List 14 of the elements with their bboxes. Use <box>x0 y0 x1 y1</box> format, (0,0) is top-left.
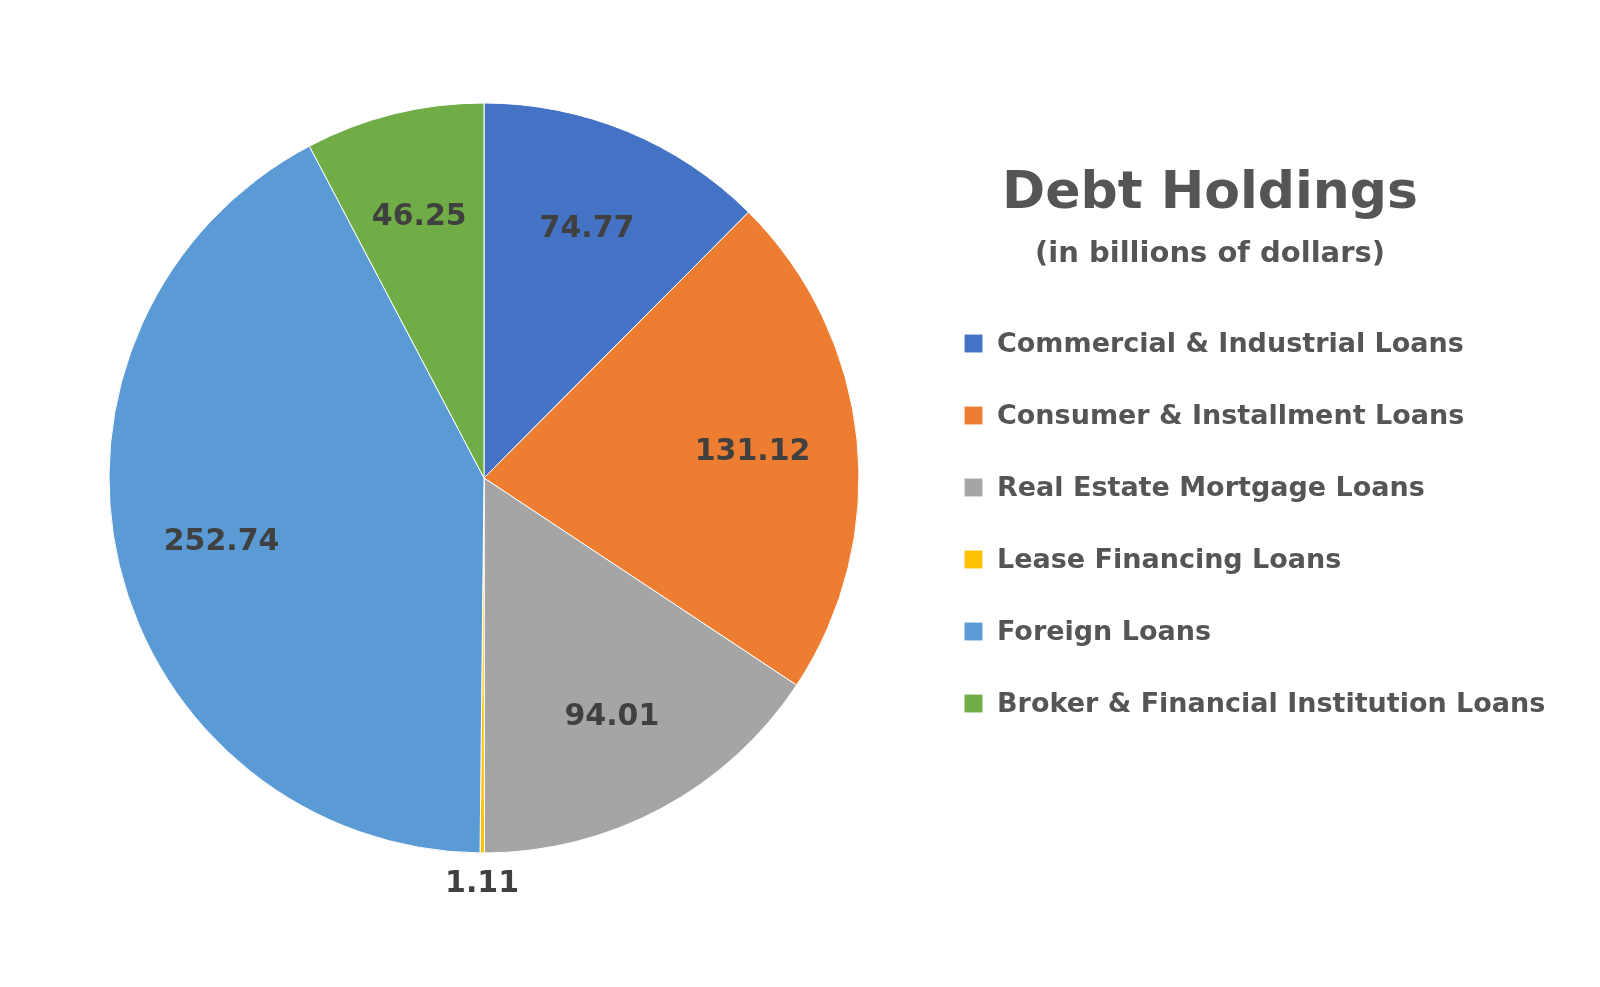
legend-label: Consumer & Installment Loans <box>997 398 1465 430</box>
legend-label: Lease Financing Loans <box>997 542 1342 574</box>
legend-label: Foreign Loans <box>997 614 1211 646</box>
data-label: 46.25 <box>371 196 467 232</box>
data-label: 94.01 <box>564 696 660 732</box>
data-label: 74.77 <box>539 209 635 245</box>
legend-label: Commercial & Industrial Loans <box>997 326 1464 358</box>
legend-label: Broker & Financial Institution Loans <box>997 686 1546 718</box>
data-label: 1.11 <box>445 864 520 899</box>
data-label: 131.12 <box>694 431 811 467</box>
text: Debt Holdings <box>1002 160 1418 220</box>
data-label: 252.74 <box>163 522 280 558</box>
text: (in billions of dollars) <box>1035 235 1385 269</box>
legend-label: Real Estate Mortgage Loans <box>997 470 1425 502</box>
